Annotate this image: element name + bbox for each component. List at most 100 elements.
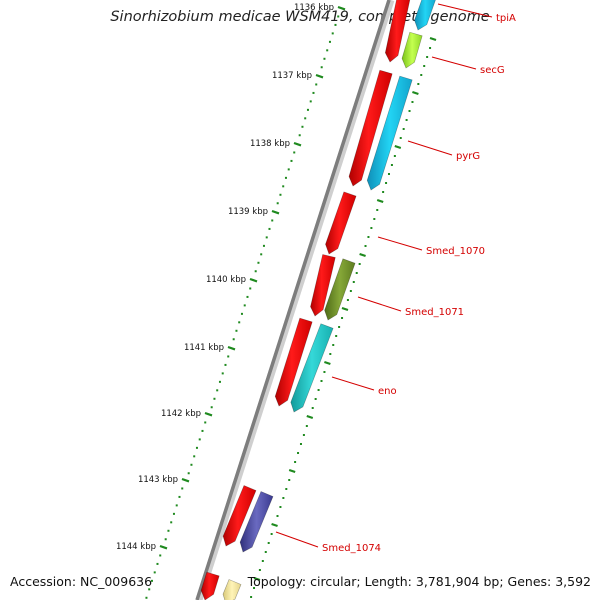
scale-minor-tick bbox=[201, 429, 204, 432]
scale-minor-tick bbox=[218, 380, 221, 383]
gc-dot bbox=[297, 452, 300, 454]
scale-minor-tick bbox=[178, 495, 181, 498]
gc-dot bbox=[382, 191, 385, 193]
scale-minor-tick bbox=[153, 571, 156, 574]
gc-dot bbox=[358, 263, 361, 265]
scale-minor-tick bbox=[159, 554, 162, 557]
gc-dot bbox=[408, 110, 411, 112]
gc-dot bbox=[302, 434, 305, 436]
scale-minor-tick bbox=[337, 15, 340, 18]
gc-dot bbox=[320, 380, 323, 382]
gc-dot bbox=[346, 299, 349, 301]
scale-minor-tick bbox=[257, 261, 260, 264]
gc-dot bbox=[364, 245, 367, 247]
scale-minor-tick bbox=[243, 304, 246, 307]
gc-dot bbox=[258, 569, 261, 571]
scale-minor-tick bbox=[145, 596, 148, 599]
scale-major-tick bbox=[227, 345, 236, 351]
gene-arrow-bottom bbox=[200, 571, 220, 600]
scale-minor-tick bbox=[254, 270, 257, 273]
gene-arrow-smed-1070 bbox=[325, 191, 357, 255]
gc-dot bbox=[402, 128, 405, 130]
scale-minor-tick bbox=[167, 529, 170, 532]
scale-minor-tick bbox=[301, 125, 304, 128]
gc-dash bbox=[341, 306, 349, 312]
scale-minor-tick bbox=[221, 372, 224, 375]
scale-minor-tick bbox=[238, 321, 241, 324]
scale-label: 1144 kbp bbox=[116, 542, 156, 552]
scale-minor-tick bbox=[282, 185, 285, 188]
gc-dot bbox=[264, 551, 267, 553]
gc-dot bbox=[288, 479, 291, 481]
scale-major-tick bbox=[315, 73, 324, 79]
scale-minor-tick bbox=[262, 244, 265, 247]
scale-track: 1136 kbp 1137 kbp 1138 kbp 1139 kbp 1140 kbp… bbox=[116, 3, 346, 599]
gene-arrow-smed-1074 bbox=[222, 485, 257, 547]
gene-arrow-pyrG bbox=[366, 75, 413, 191]
scale-minor-tick bbox=[240, 312, 243, 315]
gene-arrow-bottom-b bbox=[222, 579, 242, 600]
gc-dot bbox=[405, 119, 408, 121]
gene-arrow-pyrG-adj bbox=[348, 69, 393, 187]
scale-label: 1142 kbp bbox=[161, 409, 201, 419]
scale-major-tick bbox=[181, 477, 190, 483]
gene-label: Smed_1071 bbox=[405, 307, 464, 318]
gene-label: secG bbox=[480, 65, 505, 76]
scale-minor-tick bbox=[175, 504, 178, 507]
gene-leader-line bbox=[437, 3, 493, 18]
gc-dot bbox=[250, 596, 253, 598]
gc-dot bbox=[332, 344, 335, 346]
gene-label: Smed_1074 bbox=[322, 543, 381, 554]
gene-leader-line bbox=[357, 296, 402, 312]
gc-dot bbox=[299, 443, 302, 445]
gene-arrow-tpiA-b bbox=[414, 0, 436, 31]
scale-minor-tick bbox=[309, 100, 312, 103]
gc-dot bbox=[285, 488, 288, 490]
scale-minor-tick bbox=[213, 397, 216, 400]
gene-arrow-eno-b bbox=[290, 323, 334, 413]
scale-label: 1141 kbp bbox=[184, 343, 224, 353]
scale-minor-tick bbox=[193, 455, 196, 458]
scale-major-tick bbox=[293, 141, 302, 147]
gene-arrow-eno bbox=[274, 317, 313, 407]
scale-minor-tick bbox=[172, 512, 175, 515]
scale-minor-tick bbox=[287, 168, 290, 171]
gc-dot bbox=[385, 182, 388, 184]
gc-dot bbox=[426, 56, 429, 58]
gene-label: tpiA bbox=[496, 13, 516, 24]
gc-dot bbox=[349, 290, 352, 292]
scale-label: 1137 kbp bbox=[272, 71, 312, 81]
gc-dot bbox=[335, 335, 338, 337]
scale-label: 1139 kbp bbox=[228, 207, 268, 217]
gc-dot bbox=[305, 425, 308, 427]
gene-leader-line bbox=[431, 56, 477, 70]
gc-dot bbox=[399, 137, 402, 139]
gc-dot bbox=[279, 506, 282, 508]
scale-minor-tick bbox=[150, 579, 153, 582]
scale-minor-tick bbox=[265, 236, 268, 239]
gc-dash bbox=[253, 576, 261, 582]
gc-dot bbox=[367, 236, 370, 238]
gc-dot bbox=[282, 497, 285, 499]
gc-dash bbox=[288, 468, 296, 474]
scale-minor-tick bbox=[326, 49, 329, 52]
gene-leader-line bbox=[377, 236, 423, 251]
gc-dot bbox=[338, 326, 341, 328]
scale-minor-tick bbox=[306, 108, 309, 111]
scale-minor-tick bbox=[156, 562, 159, 565]
gc-dash bbox=[359, 252, 366, 258]
gc-dot bbox=[341, 317, 344, 319]
scale-label: 1140 kbp bbox=[206, 275, 246, 285]
gene-label: pyrG bbox=[456, 151, 480, 162]
genome-summary-text: Topology: circular; Length: 3,781,904 bp… bbox=[247, 574, 591, 589]
scale-minor-tick bbox=[320, 66, 323, 69]
gene-arrow-secG bbox=[401, 31, 423, 69]
gc-dot bbox=[376, 209, 379, 211]
gc-dot bbox=[373, 218, 376, 220]
scale-minor-tick bbox=[312, 91, 315, 94]
scale-minor-tick bbox=[224, 363, 227, 366]
scale-minor-tick bbox=[268, 227, 271, 230]
gene-label: eno bbox=[378, 386, 397, 397]
gc-dot bbox=[370, 227, 373, 229]
